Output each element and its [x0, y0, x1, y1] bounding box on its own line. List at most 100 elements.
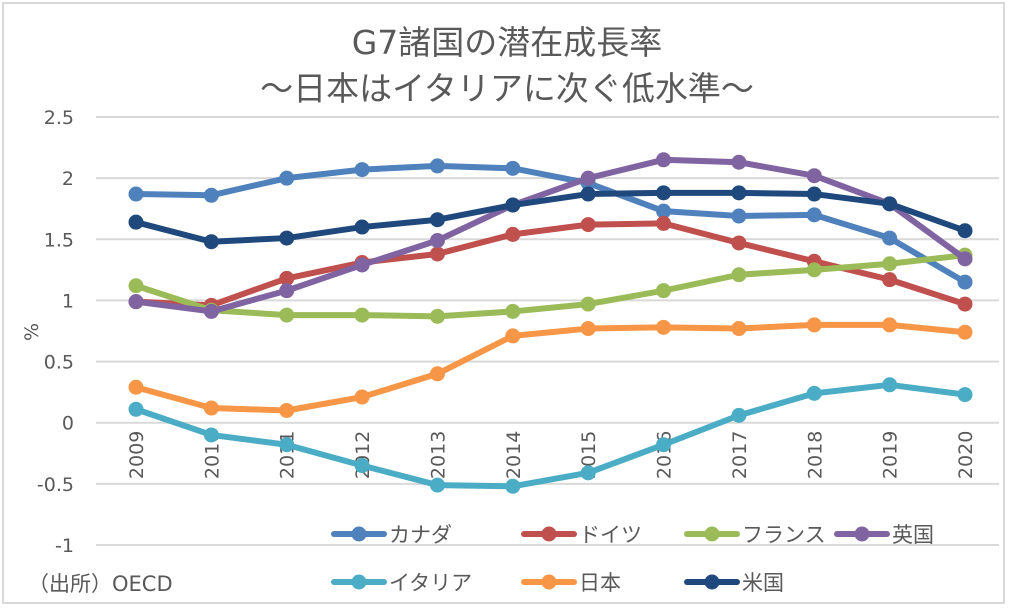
x-tick-label: 2010: [201, 431, 223, 479]
data-point: [128, 401, 144, 417]
legend-item: ドイツ: [521, 523, 642, 547]
data-point: [429, 246, 445, 262]
data-point: [203, 400, 219, 416]
legend-item: イタリア: [331, 571, 472, 595]
data-point: [203, 234, 219, 250]
data-point: [656, 185, 672, 201]
data-point: [957, 251, 973, 267]
legend-item: カナダ: [331, 523, 452, 547]
series-0: [128, 158, 973, 290]
data-point: [505, 478, 521, 494]
data-point: [505, 303, 521, 319]
series-line: [133, 156, 968, 315]
chart-subtitle: ～日本はイタリアに次ぐ低水準～: [260, 69, 754, 108]
y-tick-label: 1: [62, 290, 74, 312]
data-point: [580, 170, 596, 186]
legend-item: 日本: [521, 571, 621, 595]
data-point: [882, 196, 898, 212]
data-point: [731, 154, 747, 170]
data-point: [128, 278, 144, 294]
data-point: [957, 324, 973, 340]
series-line: [133, 252, 968, 320]
legend-swatch-marker: [541, 526, 557, 542]
data-point: [957, 387, 973, 403]
chart-title: G7諸国の潜在成長率: [352, 23, 663, 62]
data-point: [354, 257, 370, 273]
data-point: [354, 162, 370, 178]
data-point: [656, 319, 672, 335]
data-point: [731, 185, 747, 201]
x-tick-label: 2009: [126, 431, 148, 479]
data-point: [354, 219, 370, 235]
data-point: [354, 389, 370, 405]
data-point: [505, 328, 521, 344]
data-point: [656, 283, 672, 299]
legend-item: 米国: [684, 571, 784, 595]
legend-label: 英国: [892, 523, 934, 547]
data-point: [279, 437, 295, 453]
data-point: [882, 317, 898, 333]
y-tick-label: 2.5: [44, 107, 74, 129]
chart-frame: G7諸国の潜在成長率 ～日本はイタリアに次ぐ低水準～ 2.5 2 1.5 1 0.5 0 -…: [2, 2, 1005, 604]
data-point: [580, 321, 596, 337]
data-point: [882, 230, 898, 246]
legend-swatch-marker: [351, 574, 367, 590]
data-point: [429, 233, 445, 249]
data-point: [806, 168, 822, 184]
data-point: [429, 366, 445, 382]
data-point: [279, 170, 295, 186]
legend-item: フランス: [684, 523, 826, 547]
data-point: [731, 321, 747, 337]
data-point: [806, 385, 822, 401]
data-point: [580, 296, 596, 312]
y-tick-label: -0.5: [37, 474, 74, 496]
data-point: [128, 186, 144, 202]
y-tick-label: 0: [62, 413, 74, 435]
x-axis-ticks: 2009 2010 2011 2012 2013 2014 2015 2016 2017 2018…: [126, 431, 977, 479]
y-tick-label: 1.5: [44, 229, 74, 251]
x-tick-label: 2013: [427, 431, 449, 479]
legend-label: 米国: [742, 571, 784, 595]
data-point: [203, 187, 219, 203]
legend-label: 日本: [579, 571, 621, 595]
data-point: [882, 256, 898, 272]
data-point: [731, 208, 747, 224]
series-4: [128, 377, 973, 494]
data-point: [580, 465, 596, 481]
data-point: [731, 267, 747, 283]
data-point: [354, 307, 370, 323]
y-tick-label: -1: [55, 535, 74, 557]
data-point: [429, 477, 445, 493]
data-point: [957, 274, 973, 290]
legend-swatch-marker: [541, 574, 557, 590]
data-point: [656, 203, 672, 219]
data-point: [279, 307, 295, 323]
series-line: [133, 220, 968, 309]
data-point: [731, 407, 747, 423]
legend-label: フランス: [742, 523, 826, 547]
x-tick-label: 2014: [503, 431, 525, 479]
series-line: [133, 189, 968, 245]
data-point: [580, 186, 596, 202]
series-3: [128, 152, 973, 319]
data-point: [354, 458, 370, 474]
data-point: [580, 217, 596, 233]
data-point: [203, 427, 219, 443]
legend-swatch-marker: [854, 526, 870, 542]
data-point: [505, 226, 521, 242]
data-point: [128, 214, 144, 230]
data-point: [429, 158, 445, 174]
y-tick-label: 0.5: [44, 352, 74, 374]
legend-swatch-marker: [704, 526, 720, 542]
data-point: [882, 377, 898, 393]
data-point: [806, 317, 822, 333]
data-point: [806, 262, 822, 278]
data-point: [429, 308, 445, 324]
data-point: [806, 207, 822, 223]
data-point: [957, 223, 973, 239]
y-axis-ticks: 2.5 2 1.5 1 0.5 0 -0.5 -1: [37, 107, 74, 557]
source-note: （出所）OECD: [28, 572, 173, 596]
legend-label: ドイツ: [579, 523, 642, 547]
data-point: [279, 230, 295, 246]
